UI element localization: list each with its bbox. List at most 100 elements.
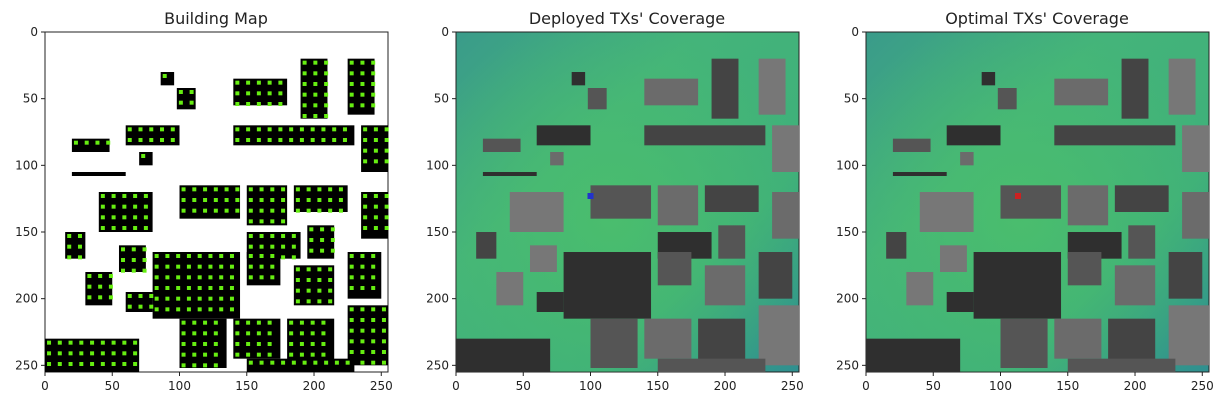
grid-marker: [229, 254, 234, 258]
grid-marker: [98, 274, 103, 278]
building: [892, 138, 931, 152]
grid-marker: [324, 71, 329, 76]
grid-marker: [235, 331, 240, 336]
grid-marker: [133, 204, 138, 209]
grid-marker: [332, 127, 337, 132]
grid-marker: [229, 296, 234, 301]
grid-marker: [87, 274, 92, 278]
building: [1000, 185, 1062, 219]
grid-marker: [121, 247, 126, 252]
grid-marker: [278, 80, 283, 85]
grid-marker: [299, 138, 304, 142]
grid-marker: [267, 80, 272, 85]
grid-marker: [165, 264, 170, 269]
grid-marker: [246, 91, 251, 96]
grid-marker: [306, 198, 311, 202]
grid-marker: [186, 296, 191, 301]
grid-marker: [330, 248, 335, 253]
grid-marker: [189, 90, 194, 94]
grid-marker: [246, 102, 251, 106]
x-tick-label: 100: [989, 379, 1012, 393]
grid-marker: [138, 138, 143, 142]
grid-marker: [299, 342, 304, 346]
y-tick-label: 150: [426, 225, 449, 239]
x-tick-label: 50: [105, 379, 120, 393]
grid-marker: [67, 234, 72, 238]
grid-marker: [235, 208, 240, 213]
grid-marker: [363, 138, 368, 142]
panel-deployed-coverage: Deployed TXs' Coverage 0 50 100 150 200 25005…: [426, 9, 804, 393]
grid-marker: [246, 331, 251, 336]
grid-marker: [181, 363, 186, 368]
building: [590, 185, 652, 219]
grid-marker: [203, 352, 208, 357]
grid-marker: [208, 275, 213, 280]
grid-marker: [57, 362, 62, 366]
grid-marker: [278, 91, 283, 96]
grid-marker: [176, 254, 181, 258]
grid-marker: [192, 363, 197, 368]
building: [644, 78, 699, 106]
grid-marker: [219, 264, 224, 269]
y-tick-label: 50: [844, 92, 859, 106]
grid-marker: [360, 318, 365, 322]
grid-marker: [363, 226, 368, 230]
grid-marker: [149, 304, 154, 309]
grid-marker: [281, 360, 286, 365]
grid-marker: [235, 198, 240, 202]
grid-marker: [373, 127, 378, 132]
grid-marker: [181, 352, 186, 357]
grid-marker: [371, 307, 376, 312]
grid-marker: [328, 198, 333, 202]
grid-marker: [330, 238, 335, 242]
grid-marker: [381, 350, 386, 354]
grid-marker: [77, 244, 82, 249]
grid-marker: [235, 138, 240, 142]
grid-marker: [57, 340, 62, 345]
grid-marker: [77, 234, 82, 238]
grid-marker: [381, 328, 386, 333]
grid-marker: [181, 187, 186, 192]
grid-marker: [384, 127, 389, 132]
grid-marker: [67, 255, 72, 260]
y-tick-label: 100: [426, 158, 449, 172]
grid-marker: [213, 363, 218, 368]
grid-marker: [133, 362, 138, 366]
panel-building-map: Building Map 0 50 100 150 200 250050100150200…: [15, 9, 393, 393]
grid-marker: [248, 360, 253, 365]
grid-marker: [381, 307, 386, 312]
grid-marker: [256, 320, 261, 325]
y-tick-label: 100: [836, 158, 859, 172]
grid-marker: [360, 307, 365, 312]
y-tick-label: 100: [15, 158, 38, 172]
grid-marker: [360, 254, 365, 258]
grid-marker: [131, 258, 136, 262]
grid-marker: [349, 92, 354, 97]
grid-marker: [309, 238, 314, 242]
grid-marker: [270, 234, 275, 238]
y-tick-label: 0: [851, 25, 859, 39]
grid-marker: [371, 286, 376, 290]
grid-marker: [384, 159, 389, 164]
building: [179, 318, 227, 368]
grid-marker: [328, 267, 333, 272]
grid-marker: [320, 227, 325, 232]
building: [939, 245, 967, 272]
grid-marker: [256, 342, 261, 346]
x-tick-label: 200: [303, 379, 326, 393]
x-tick-label: 200: [714, 379, 737, 393]
building: [892, 172, 947, 176]
grid-marker: [186, 307, 191, 312]
grid-marker: [371, 71, 376, 76]
grid-marker: [219, 254, 224, 258]
grid-marker: [181, 320, 186, 325]
grid-marker: [328, 288, 333, 293]
grid-marker: [281, 208, 286, 213]
building: [482, 172, 537, 176]
building: [758, 58, 786, 115]
grid-marker: [235, 127, 240, 132]
grid-marker: [349, 60, 354, 65]
grid-marker: [186, 264, 191, 269]
grid-marker: [219, 275, 224, 280]
grid-marker: [313, 82, 318, 86]
